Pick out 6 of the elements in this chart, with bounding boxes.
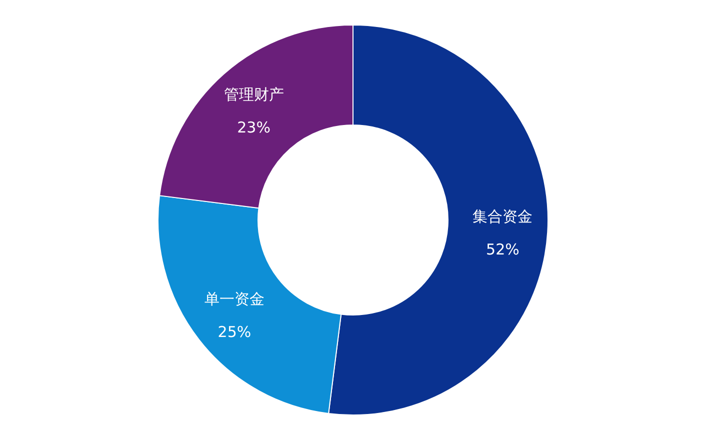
slice-label: 集合资金: [472, 207, 533, 226]
slice-label: 单一资金: [204, 290, 264, 308]
data-label: 52%: [486, 240, 520, 258]
data-label: 25%: [218, 322, 252, 341]
slice-label: 管理财产: [224, 85, 284, 104]
data-label: 23%: [237, 118, 270, 136]
